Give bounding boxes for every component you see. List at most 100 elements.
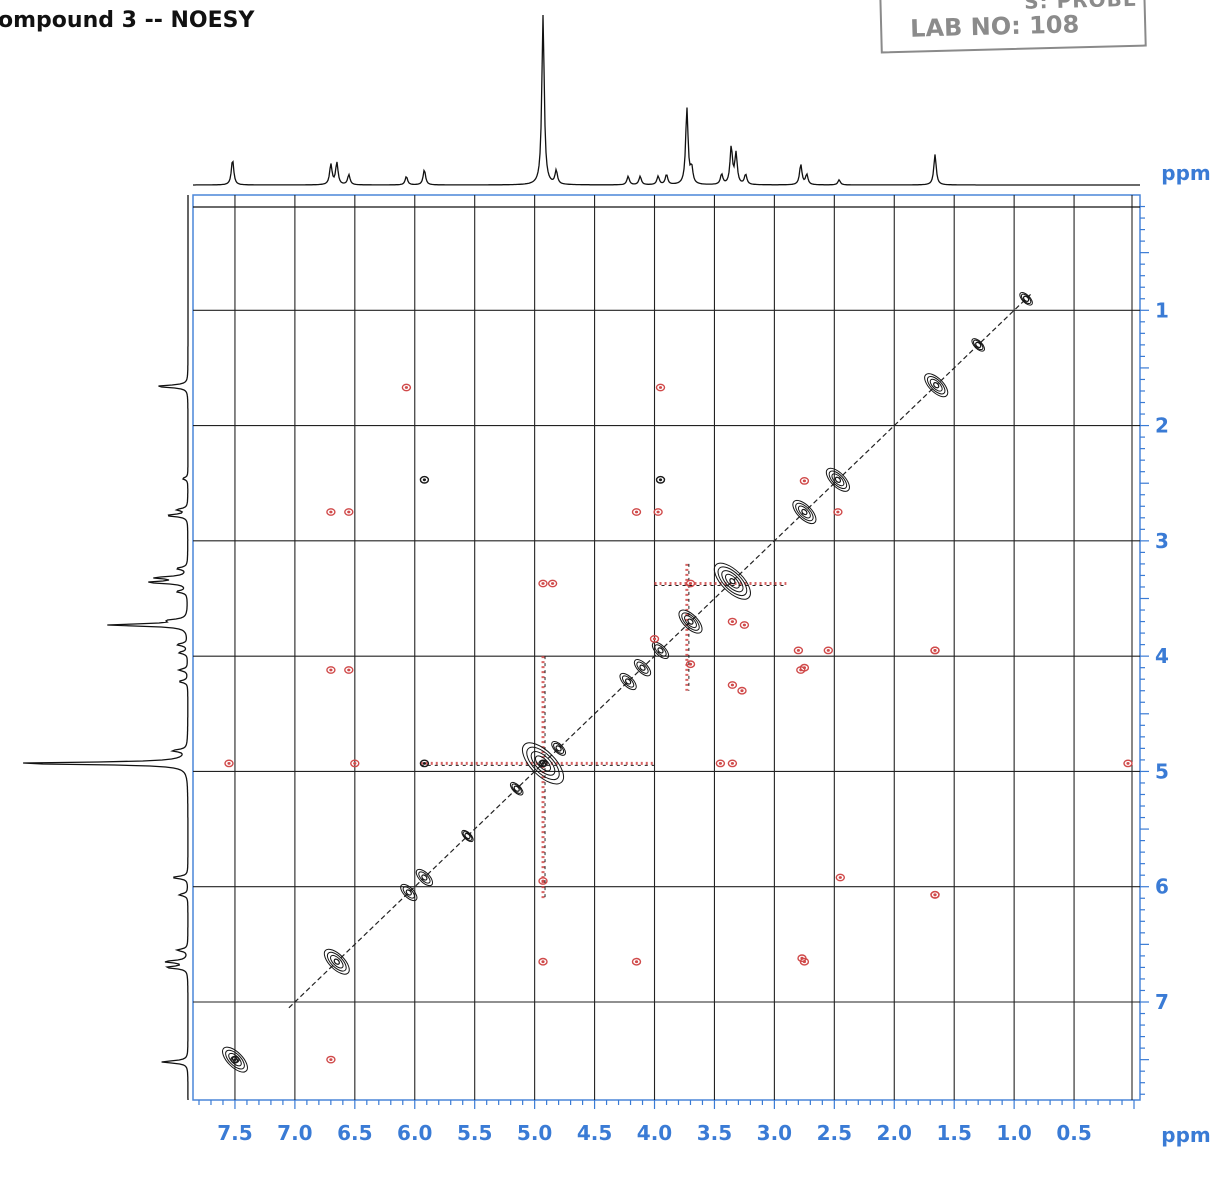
cross-peaks <box>224 383 1133 1064</box>
diagonal-peak <box>619 672 637 691</box>
cross-peak <box>326 508 336 516</box>
cross-peak-center <box>541 879 545 883</box>
cross-peak-contour <box>655 383 666 392</box>
cross-peak-center <box>329 1058 333 1061</box>
contour-ring <box>972 339 984 351</box>
axes: 7.5 7.0 6.5 6.0 5.5 5.0 4.5 4.0 3.5 3.0 2.5 2.0 1.5 1… <box>198 161 1211 1147</box>
cross-peak <box>796 666 806 674</box>
cross-peak-center <box>404 386 408 389</box>
cross-peak-center <box>329 668 333 672</box>
cross-peak <box>538 759 548 768</box>
cross-peak-contour <box>419 759 430 768</box>
contour-ring <box>825 467 850 492</box>
contour-ring <box>530 751 556 776</box>
y-tick-label: 7 <box>1155 990 1169 1014</box>
diagonal-peak <box>509 781 524 796</box>
cross-peak-center <box>541 582 545 585</box>
cross-peak <box>1123 759 1133 768</box>
contour-ring <box>551 741 566 756</box>
grid <box>192 194 1141 1101</box>
contour-ring <box>462 831 473 841</box>
cross-peak-center <box>656 510 660 514</box>
cross-peak <box>419 759 430 768</box>
cross-peak-center <box>541 960 545 964</box>
cross-peak <box>547 579 558 588</box>
cross-peak-center <box>730 762 734 765</box>
cross-peak <box>799 476 810 485</box>
cross-peak-center <box>541 762 545 765</box>
streaks <box>420 563 787 899</box>
diagonal-peak <box>633 659 652 677</box>
cross-peak <box>793 646 804 655</box>
cross-peak-contour <box>799 476 810 485</box>
cross-peak <box>649 635 660 643</box>
cross-peak-contour <box>631 508 642 516</box>
cross-peak <box>538 579 548 588</box>
contour-core <box>333 958 340 965</box>
cross-peak-center <box>347 668 351 672</box>
plot-frame <box>192 194 1141 1101</box>
x-tick-label: 4.5 <box>577 1121 612 1145</box>
contour-ring <box>633 659 652 677</box>
cross-peak-contour <box>833 508 843 516</box>
diagonal-peak <box>713 562 751 600</box>
cross-peak <box>326 1055 336 1064</box>
top-spectrum-trace <box>193 14 1140 186</box>
cross-peak <box>739 621 750 629</box>
cross-peak-center <box>658 386 663 389</box>
contour-ring <box>526 746 560 781</box>
contour-ring <box>924 373 949 398</box>
contour-ring <box>222 1046 248 1073</box>
cross-peak <box>631 957 642 966</box>
diagonal <box>222 292 1033 1073</box>
x-tick-label: 7.5 <box>217 1121 252 1145</box>
cross-peak-contour <box>835 873 845 882</box>
cross-peak-contour <box>727 617 738 626</box>
cross-peak-center <box>836 510 840 514</box>
cross-peak-center <box>796 649 800 652</box>
cross-peak-contour <box>419 475 430 484</box>
x-tick-label: 1.0 <box>996 1121 1031 1145</box>
diagonal-peak <box>1019 292 1033 306</box>
cross-peak-center <box>800 956 804 960</box>
cross-peak <box>823 646 833 655</box>
cross-peak-center <box>826 649 830 652</box>
cross-peak <box>685 579 696 588</box>
contour-ring <box>619 672 637 691</box>
cross-peak-contour <box>344 508 354 516</box>
x-tick-label: 4.0 <box>637 1121 672 1145</box>
contour-ring <box>323 948 350 975</box>
cross-peak-center <box>1126 762 1130 765</box>
cross-peak <box>833 508 843 516</box>
cross-peak <box>655 475 666 484</box>
cross-peak <box>685 660 696 669</box>
cross-peak-contour <box>649 635 660 643</box>
x-tick-label: 0.5 <box>1056 1121 1091 1145</box>
y-tick-label: 2 <box>1155 414 1169 438</box>
cross-peak <box>727 681 738 689</box>
contour-ring <box>926 375 946 395</box>
contour-ring <box>225 1049 245 1070</box>
cross-peak-contour <box>326 1055 336 1064</box>
y-tick-label: 5 <box>1155 759 1169 783</box>
cross-peak-center <box>718 762 722 765</box>
contour-ring <box>511 783 522 794</box>
cross-peak <box>350 759 360 768</box>
contour-ring <box>509 781 524 796</box>
y-tick-label: 6 <box>1155 875 1169 899</box>
cross-peak <box>930 890 940 899</box>
cross-peak-contour <box>823 646 833 655</box>
cross-peak-center <box>799 668 803 672</box>
contour-core <box>834 476 842 483</box>
x-tick-label: 7.0 <box>277 1121 312 1145</box>
contour-core <box>555 745 562 752</box>
contour-core <box>513 785 520 792</box>
x-tick-label: 6.0 <box>397 1121 432 1145</box>
cross-peak <box>538 957 548 966</box>
cross-peak <box>930 646 940 655</box>
cross-peak-center <box>652 637 657 641</box>
cross-peak-contour <box>547 579 558 588</box>
cross-peak-contour <box>653 508 663 516</box>
cross-peak <box>737 686 747 695</box>
cross-peak-contour <box>224 759 234 768</box>
